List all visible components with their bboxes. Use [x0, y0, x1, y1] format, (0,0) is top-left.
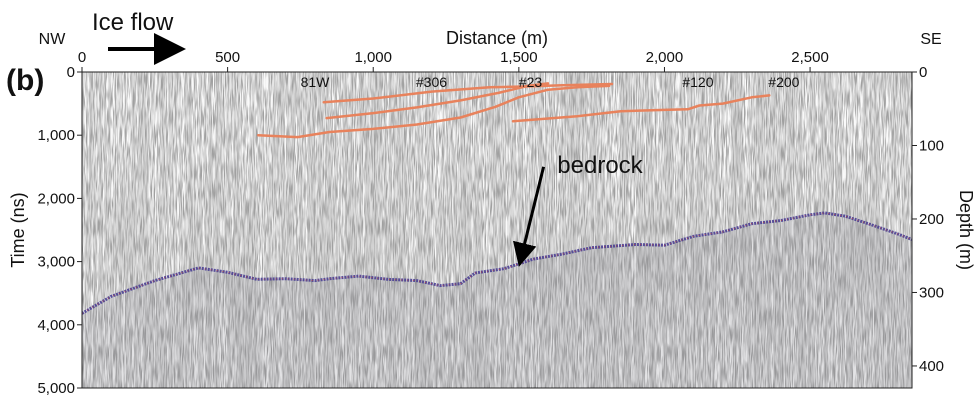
y2-tick-label: 400 — [919, 358, 944, 375]
x-tick-label: 2,000 — [646, 49, 684, 66]
y2-tick-label: 300 — [919, 284, 944, 301]
sub-bedrock-texture — [82, 212, 912, 388]
series-layer — [82, 82, 912, 315]
y2-tick-label: 100 — [919, 137, 944, 154]
x-tick-label: 2,500 — [791, 49, 829, 66]
y-tick-label: 2,000 — [37, 190, 75, 207]
y-axis-right: 0 100 200 300 400 — [912, 64, 944, 375]
core-label: #306 — [416, 74, 447, 90]
direction-nw: NW — [39, 31, 67, 48]
y-tick-label: 4,000 — [37, 317, 75, 334]
x-tick-label: 0 — [78, 49, 86, 66]
y-tick-label: 5,000 — [37, 380, 75, 397]
bedrock-label: bedrock — [557, 152, 643, 179]
internal-layer-line — [256, 84, 611, 139]
ice-flow-label: Ice flow — [92, 9, 174, 36]
y2-axis-title: Depth (m) — [956, 190, 976, 270]
core-label: #200 — [768, 74, 799, 90]
core-label: #23 — [519, 74, 543, 90]
radar-noise — [82, 72, 912, 388]
y-tick-label: 3,000 — [37, 254, 75, 271]
plot-frame — [81, 71, 913, 389]
x-tick-label: 1,000 — [354, 49, 392, 66]
internal-layer-line — [322, 82, 614, 104]
x-axis: 0 500 1,000 1,500 2,000 2,500 — [78, 49, 829, 72]
core-labels: 81W #306 #23 #120 #200 — [301, 74, 800, 90]
y-tick-label: 0 — [67, 64, 75, 81]
x-axis-title: Distance (m) — [446, 28, 548, 48]
core-label: 81W — [301, 74, 331, 90]
x-tick-label: 500 — [215, 49, 240, 66]
bedrock-fill — [82, 212, 912, 388]
y2-tick-label: 200 — [919, 211, 944, 228]
y-axis-left: 0 1,000 2,000 3,000 4,000 5,000 — [37, 64, 82, 397]
plot-area — [82, 72, 912, 388]
core-label: #120 — [682, 74, 713, 90]
direction-se: SE — [920, 31, 941, 48]
internal-layer-line — [511, 94, 771, 123]
x-tick-label: 1,500 — [500, 49, 538, 66]
y-tick-label: 1,000 — [37, 127, 75, 144]
y2-tick-label: 0 — [919, 64, 927, 81]
bedrock-arrow — [512, 166, 546, 267]
panel-label: (b) — [6, 64, 44, 97]
y-axis-title: Time (ns) — [8, 192, 28, 267]
